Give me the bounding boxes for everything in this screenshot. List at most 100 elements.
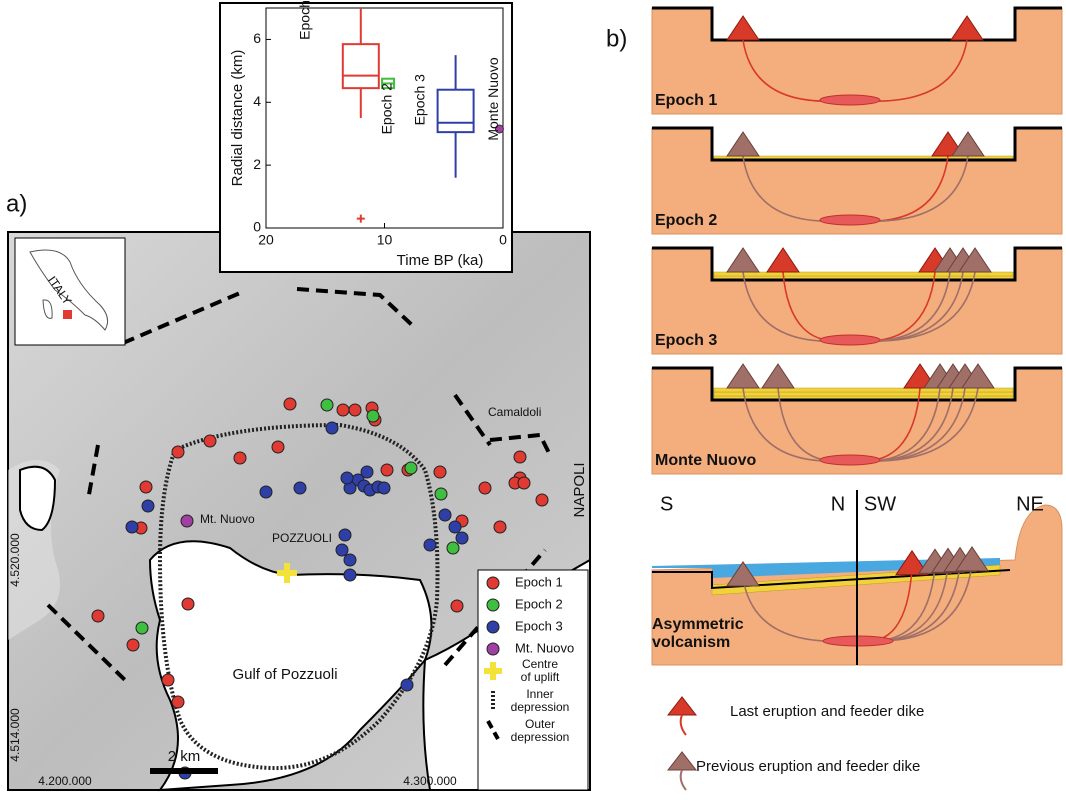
vent-triangle — [895, 549, 929, 576]
vent — [448, 520, 462, 534]
vent — [450, 599, 464, 613]
vent — [340, 471, 354, 485]
y-tick-label: 2 — [253, 156, 261, 172]
vent — [335, 543, 349, 557]
legend-label: Centre of uplift — [521, 657, 560, 684]
vent — [271, 440, 285, 454]
surface — [652, 569, 1011, 590]
place-label: Camaldoli — [488, 405, 541, 419]
box — [341, 43, 380, 90]
vent — [493, 520, 507, 534]
direction-label: S — [660, 493, 673, 515]
vent-triangle — [955, 545, 989, 572]
deposit-layer — [713, 387, 1014, 393]
vent — [380, 463, 394, 477]
legend-label: Epoch 2 — [515, 596, 563, 611]
vent-triangle — [726, 15, 760, 41]
box — [436, 88, 475, 134]
surface — [652, 246, 1062, 282]
legend-label: Outer depression — [511, 717, 570, 744]
outer-depression — [122, 291, 241, 345]
lake — [19, 465, 57, 532]
y-tick-label: 6 — [253, 30, 261, 46]
place-label: NAPOLI — [571, 462, 588, 517]
scale-bar — [150, 768, 218, 774]
vent — [126, 638, 140, 652]
vent — [161, 673, 175, 687]
legend-marker — [486, 642, 500, 656]
coord-label: 4.520.000 — [8, 533, 22, 587]
y-axis-label: Radial distance (km) — [229, 50, 246, 187]
outer-depression — [296, 287, 414, 327]
legend-marker — [486, 720, 500, 740]
legend-label: Epoch 3 — [515, 618, 563, 633]
vent-triangle — [961, 363, 995, 389]
map: ITALY Camaldoli NAPOLI Mt. Nuovo POZZUOL… — [7, 231, 591, 792]
legend-label: Mt. Nuovo — [515, 640, 574, 655]
inner-depression — [157, 422, 440, 771]
surface — [652, 6, 1062, 42]
legend-label: Inner depression — [511, 687, 570, 714]
vent — [171, 695, 185, 709]
deposit-layer — [713, 271, 1014, 277]
series-label: Epoch 2 — [379, 83, 395, 135]
vent — [283, 397, 297, 411]
direction-label: NE — [1016, 493, 1044, 515]
deposit-layer — [713, 391, 1014, 397]
section-label: Epoch 1 — [655, 92, 717, 109]
section-label: Monte Nuovo — [655, 452, 757, 469]
uplift-centre — [277, 563, 297, 583]
legend-dike — [679, 714, 687, 736]
series-label: Monte Nuovo — [485, 57, 501, 140]
vent — [433, 465, 447, 479]
vent-triangle — [761, 363, 795, 389]
vent — [181, 597, 195, 611]
vent — [259, 485, 273, 499]
vent — [455, 531, 469, 545]
vent — [325, 421, 339, 435]
section-legend: Last eruption and feeder dike Previous e… — [666, 696, 924, 791]
section-label: Asymmetric volcanism — [652, 616, 744, 651]
outer-depression — [489, 432, 552, 456]
terrain — [8, 232, 60, 640]
inset-frame — [219, 2, 513, 273]
coord-label: 4.200.000 — [38, 774, 92, 788]
vent-triangle — [766, 247, 800, 273]
magma-chamber — [819, 94, 881, 106]
place-label: POZZUOLI — [272, 531, 332, 545]
vent-triangle — [726, 247, 760, 273]
vent — [180, 514, 194, 528]
vent — [171, 445, 185, 459]
legend-dike — [679, 769, 687, 791]
vent — [438, 508, 452, 522]
boxplot: Radial distance (km) Time BP (ka) 0 2 4 6 20… — [219, 0, 513, 273]
outlier — [356, 214, 365, 223]
vent — [404, 461, 418, 475]
vent-triangle — [950, 15, 984, 41]
outer-depression — [86, 444, 100, 501]
section-label: Epoch 2 — [655, 212, 717, 229]
surface — [652, 126, 1062, 162]
point — [494, 124, 504, 134]
panel-label: a) — [6, 190, 27, 217]
vent — [400, 678, 414, 692]
series-label: Epoch 3 — [411, 74, 427, 126]
vent — [423, 538, 437, 552]
vent — [517, 476, 531, 490]
vent-triangle — [726, 363, 760, 389]
x-tick-label: 0 — [499, 232, 507, 248]
x-tick-label: 10 — [377, 232, 393, 248]
series-label: Epoch 1 — [297, 0, 313, 40]
coord-label: 4.300.000 — [403, 774, 457, 788]
legend-label: Epoch 1 — [515, 574, 563, 589]
coord-label: 4.514.000 — [8, 708, 22, 762]
vent-triangle — [951, 131, 985, 157]
direction-label: SW — [864, 493, 896, 515]
vent — [203, 434, 217, 448]
place-label: Gulf of Pozzuoli — [232, 666, 337, 683]
scale-label: 2 km — [168, 748, 201, 765]
panel-label: b) — [606, 25, 627, 52]
vent — [293, 481, 307, 495]
y-tick-label: 0 — [253, 219, 261, 235]
